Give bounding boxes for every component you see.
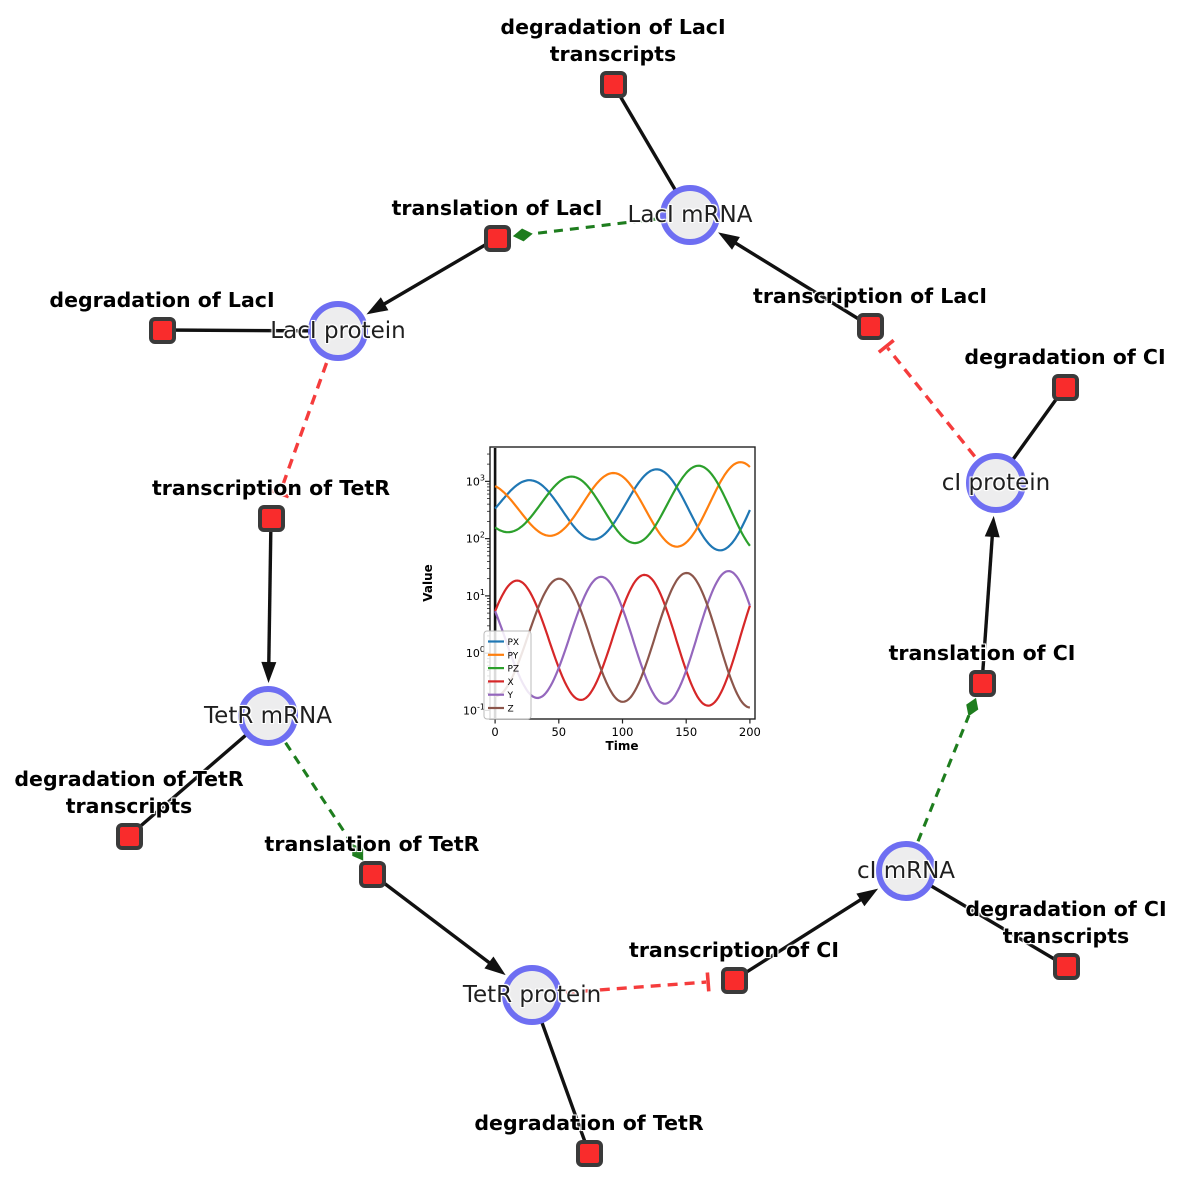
reaction-node-degradation-ci[interactable] [1051,373,1079,401]
reaction-node-degradation-tetr-transcripts[interactable] [115,822,143,850]
reaction-node-translation-laci[interactable] [483,224,511,252]
reaction-label-translation-laci: translation of LacI [391,196,603,220]
edge-ci-mrna-degradation-ci-transcripts [905,869,1067,968]
reaction-node-translation-ci[interactable] [968,669,996,697]
edge-transcription-laci-laci-mrna-arrowhead-icon [718,232,740,250]
edge-translation-ci-ci-protein [980,527,995,684]
edge-transcription-ci-ci-mrna [733,893,869,982]
reaction-node-transcription-laci[interactable] [856,312,884,340]
reaction-label-degradation-laci: degradation of LacI [49,288,275,312]
species-node-laci-mrna[interactable] [660,185,720,245]
plot-area [490,447,755,719]
edge-transcription-laci-laci-mrna [727,237,871,328]
edge-translation-ci-ci-protein-arrowhead-icon [984,515,1000,538]
species-node-tetr-protein[interactable] [502,965,562,1025]
reaction-node-transcription-ci[interactable] [720,966,748,994]
edge-translation-tetr-tetr-protein-arrowhead-icon [484,956,506,976]
reaction-label-degradation-ci-transcripts: degradation of CI transcripts [965,897,1167,948]
timecourse-inset-chart: 0 50 100 150 200 10-1 100 101 102 103 PX PY PZ XYZ Ti… [421,446,761,753]
series-line-px [494,468,751,552]
edge-tetr-protein-transcription-ci-inhibition-bar-icon [705,972,711,992]
x-tick-label: 150 [675,725,697,739]
edge-laci-mrna-translation-laci-diamond-icon [512,228,533,242]
x-tick-label: 100 [612,725,634,739]
edge-laci-protein-transcription-tetr [278,330,340,493]
reaction-node-transcription-tetr[interactable] [257,504,285,532]
species-node-tetr-mrna[interactable] [238,686,298,746]
reaction-label-degradation-tetr-transcripts: degradation of TetR transcripts [14,767,244,818]
plot-frame [489,446,756,720]
species-label-laci-mrna: LacI mRNA [627,202,753,228]
species-label-ci-mrna: cI mRNA [856,858,956,884]
edge-tetr-protein-transcription-ci [531,980,707,997]
reaction-label-transcription-ci: transcription of CI [629,938,839,962]
series-line-py [494,461,751,548]
species-label-tetr-mrna: TetR mRNA [204,703,332,729]
series-line-z [495,571,751,709]
legend-label-py: PY [508,651,519,661]
species-label-ci-protein: cI protein [941,470,1051,496]
reaction-label-degradation-laci-transcripts: degradation of LacI transcripts [500,15,726,66]
reaction-label-translation-ci: translation of CI [888,641,1076,665]
reaction-node-translation-tetr[interactable] [358,860,386,888]
reaction-label-transcription-tetr: transcription of TetR [151,476,391,500]
y-tick-label: 10-1 [463,702,485,717]
edge-translation-tetr-tetr-protein [370,872,498,970]
reaction-node-degradation-tetr[interactable] [575,1139,603,1167]
species-node-laci-protein[interactable] [308,301,368,361]
x-tick-label: 200 [739,725,761,739]
legend-label-pz: PZ [508,665,520,675]
species-label-laci-protein: LacI protein [270,318,406,344]
x-tick-label: 50 [551,725,566,739]
legend-label-x: X [508,678,514,688]
reaction-node-degradation-laci[interactable] [148,316,176,344]
y-tick-label: 100 [466,645,485,660]
edge-transcription-tetr-tetr-mrna [266,517,273,672]
edge-transcription-tetr-tetr-mrna-arrowhead-icon [261,661,277,684]
y-tick-label: 101 [466,588,485,603]
chart-y-axis-label: Value [421,564,435,602]
reaction-node-degradation-laci-transcripts[interactable] [599,70,627,98]
edge-ci-mrna-translation-ci-diamond-icon [966,697,979,717]
legend-label-px: PX [508,638,520,648]
reaction-label-degradation-tetr: degradation of TetR [474,1111,704,1135]
edge-ci-protein-transcription-laci-inhibition-bar-icon [877,338,895,354]
reaction-node-degradation-ci-transcripts[interactable] [1052,952,1080,980]
edge-translation-laci-laci-protein [375,236,498,310]
edge-tetr-mrna-translation-tetr-diamond-icon [352,843,364,861]
legend-label-z: Z [508,705,514,715]
x-tick-label: 0 [491,725,498,739]
species-node-ci-protein[interactable] [966,453,1026,513]
legend-box [483,630,532,720]
y-tick-label: 102 [466,531,485,546]
reaction-label-transcription-laci: transcription of LacI [753,284,987,308]
species-label-tetr-protein: TetR protein [462,982,602,1008]
edge-tetr-mrna-translation-tetr [266,715,355,846]
species-node-ci-mrna[interactable] [876,841,936,901]
edge-transcription-ci-ci-mrna-arrowhead-icon [856,888,879,907]
edge-ci-protein-transcription-laci [886,346,998,485]
legend-label-y: Y [507,691,514,701]
series-line-pz [494,464,751,547]
edge-ci-mrna-translation-ci [904,714,971,872]
chart-x-axis-label: Time [606,739,639,753]
y-tick-label: 103 [466,473,485,488]
edge-laci-protein-transcription-tetr-inhibition-bar-icon [270,488,290,499]
edge-translation-laci-laci-protein-arrowhead-icon [366,297,389,315]
reaction-label-translation-tetr: translation of TetR [264,832,480,856]
edge-laci-mrna-translation-laci [531,213,691,236]
reaction-label-degradation-ci: degradation of CI [964,345,1166,369]
